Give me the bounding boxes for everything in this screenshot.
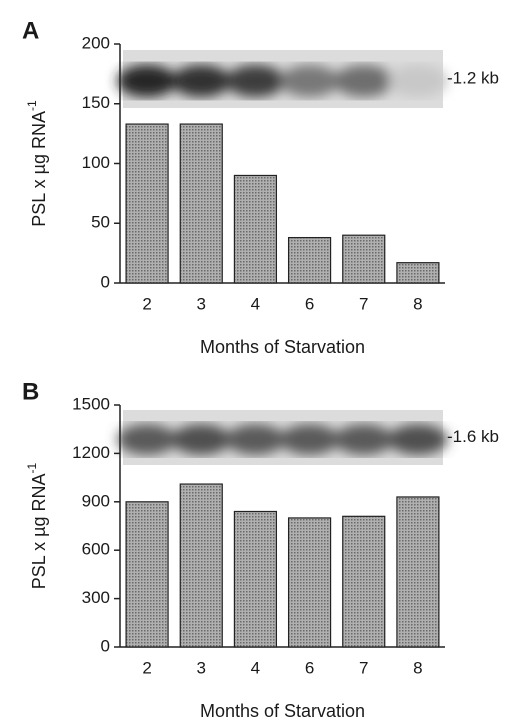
y-tick-label: 0 [101, 272, 110, 291]
band-size-annotation: -1.2 kb [447, 68, 499, 87]
blot-bands [117, 64, 448, 98]
bar [396, 496, 440, 648]
x-tick-label: 4 [251, 658, 260, 677]
y-axis-title: PSL x µg RNA-1 [25, 100, 49, 227]
y-axis-title-main: PSL x µg RNA [29, 111, 49, 227]
x-tick-label: 6 [305, 658, 314, 677]
x-tick-label: 7 [359, 658, 368, 677]
x-tick-label: 7 [359, 294, 368, 313]
y-tick-label: 600 [82, 540, 110, 559]
bar [396, 262, 440, 284]
x-tick-label: 4 [251, 294, 260, 313]
y-axis-title-superscript: -1 [25, 462, 39, 473]
y-axis-title-superscript: -1 [25, 100, 39, 111]
y-tick-label: 900 [82, 491, 110, 510]
band-size-annotation: -1.6 kb [447, 427, 499, 446]
y-axis-title-main: PSL x µg RNA [29, 473, 49, 589]
y-tick-label: 0 [101, 636, 110, 655]
bar [342, 515, 386, 648]
panel-label: A [22, 17, 39, 44]
chart-panel: 0 300 600 900 1200 1500 2 3 4 6 7 8 Months of Starva… [22, 378, 499, 720]
bar [342, 234, 386, 284]
bar [287, 517, 332, 648]
bar [233, 510, 278, 648]
x-axis-title: Months of Starvation [200, 701, 365, 721]
x-tick-label: 3 [197, 658, 206, 677]
blot-bands [117, 424, 448, 455]
x-tick-label: 8 [413, 658, 422, 677]
y-tick-label: 50 [91, 213, 110, 232]
bar [125, 123, 169, 284]
bar [233, 174, 278, 284]
y-tick-label: 100 [82, 153, 110, 172]
y-tick-label: 300 [82, 588, 110, 607]
y-tick-label: 1200 [72, 443, 110, 462]
panel-label: B [22, 378, 39, 405]
x-axis-title: Months of Starvation [200, 337, 365, 357]
chart-panel: 0 50 100 150 200 2 3 4 6 7 8 Months of Starvation PS… [22, 17, 499, 356]
x-tick-label: 2 [142, 294, 151, 313]
x-tick-label: 3 [197, 294, 206, 313]
y-tick-label: 200 [82, 33, 110, 52]
bar [287, 236, 332, 284]
y-axis-title: PSL x µg RNA-1 [25, 462, 49, 589]
bar [179, 123, 223, 284]
x-tick-label: 2 [142, 658, 151, 677]
x-tick-label: 8 [413, 294, 422, 313]
bar [179, 483, 223, 648]
y-tick-label: 150 [82, 93, 110, 112]
bar [125, 501, 169, 648]
y-tick-label: 1500 [72, 394, 110, 413]
x-tick-label: 6 [305, 294, 314, 313]
